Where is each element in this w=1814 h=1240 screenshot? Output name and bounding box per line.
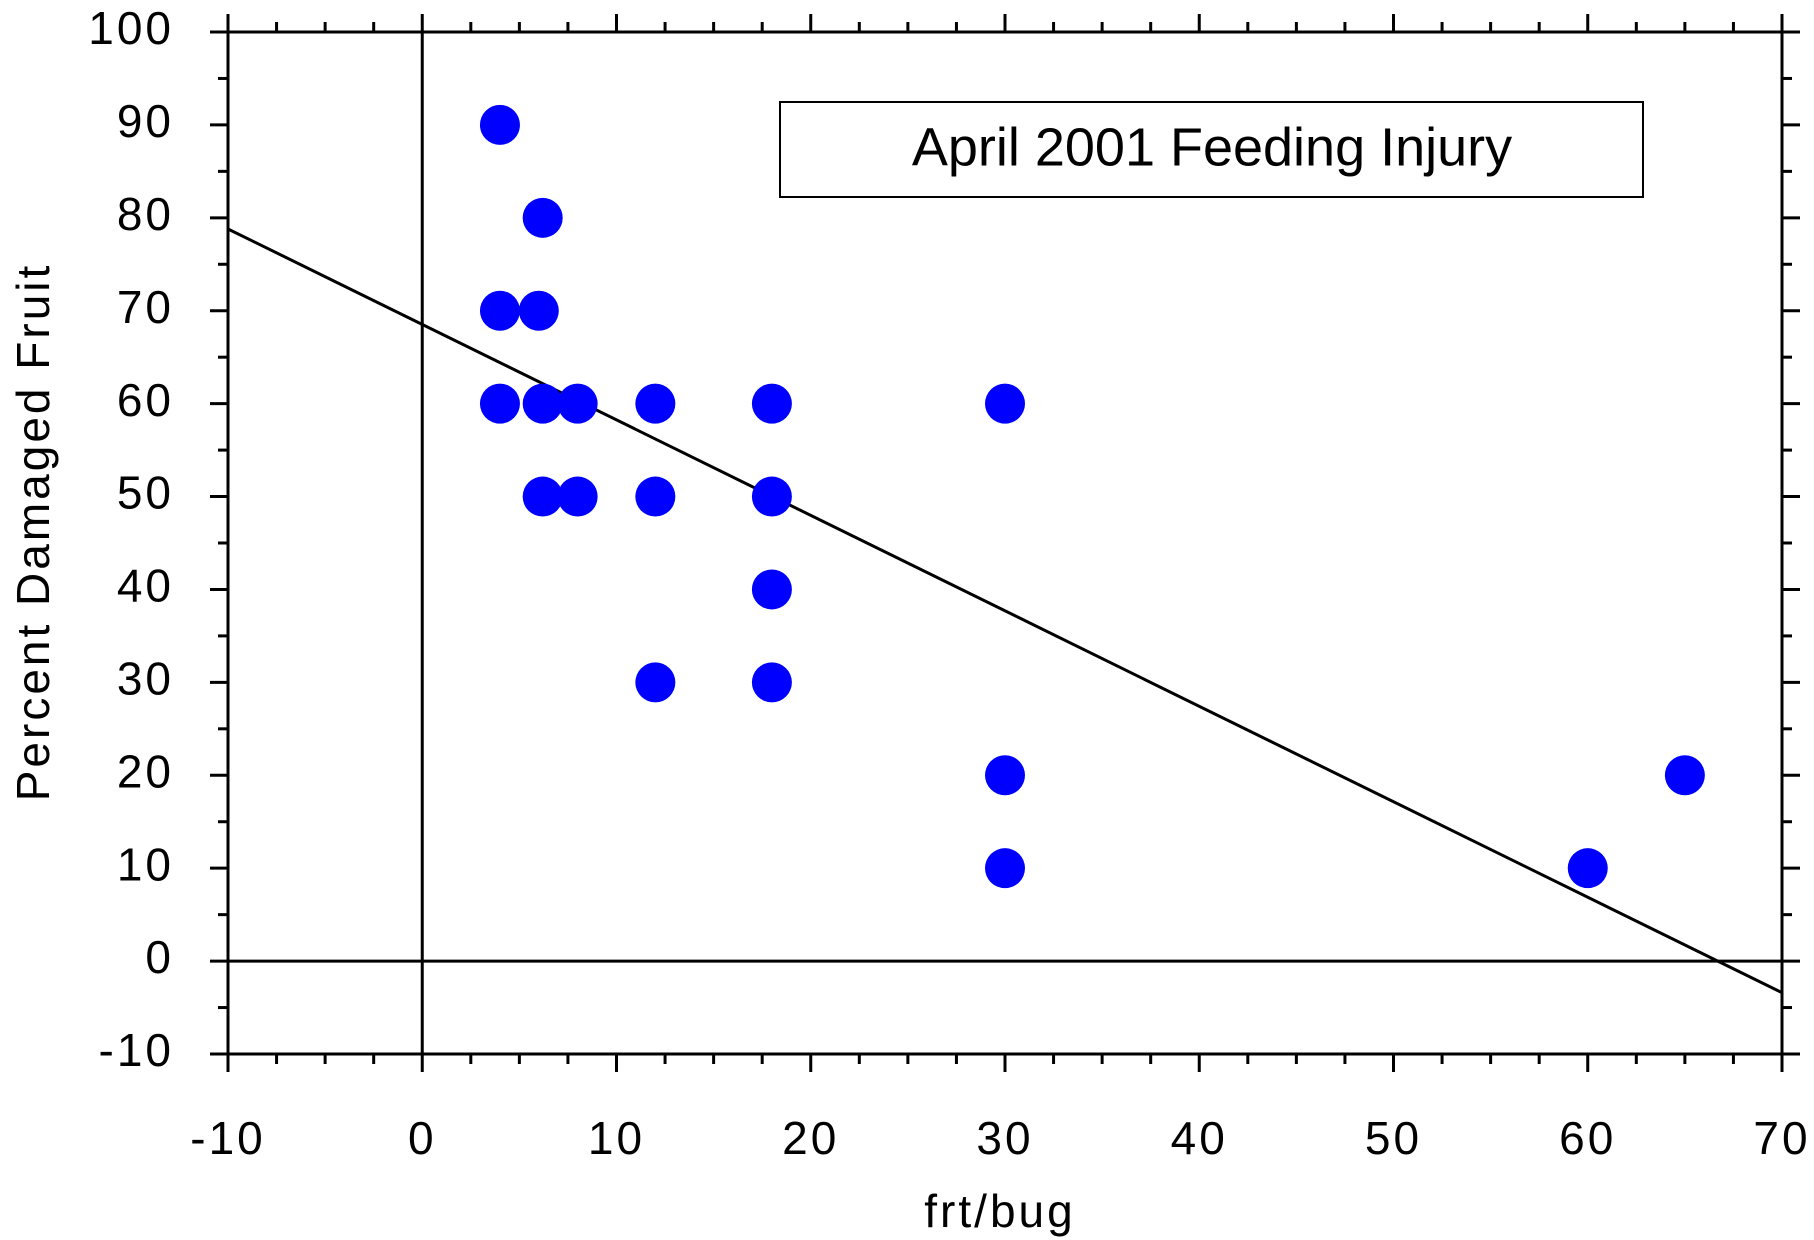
x-tick-label: 50 bbox=[1365, 1112, 1422, 1164]
data-point bbox=[522, 476, 563, 517]
y-tick-label: -10 bbox=[99, 1024, 174, 1076]
data-point bbox=[635, 662, 676, 703]
x-tick-label: 60 bbox=[1559, 1112, 1616, 1164]
data-point bbox=[751, 476, 792, 517]
y-tick-label: 90 bbox=[117, 95, 174, 147]
y-tick-label: 30 bbox=[117, 653, 174, 705]
x-tick-label: 20 bbox=[782, 1112, 839, 1164]
y-tick-label: 60 bbox=[117, 374, 174, 426]
x-tick-label: 30 bbox=[976, 1112, 1033, 1164]
data-point bbox=[985, 383, 1025, 424]
y-tick-label: 80 bbox=[117, 188, 174, 240]
data-point bbox=[479, 104, 520, 145]
y-tick-label: 20 bbox=[117, 745, 174, 797]
data-point bbox=[751, 569, 792, 610]
data-point bbox=[522, 383, 563, 424]
y-tick-label: 100 bbox=[88, 2, 174, 54]
data-point bbox=[479, 383, 520, 424]
annotation-box bbox=[779, 101, 1644, 198]
x-axis-label: frt/bug bbox=[924, 1185, 1075, 1237]
y-tick-label: 0 bbox=[145, 931, 174, 983]
data-point bbox=[751, 383, 792, 424]
data-point bbox=[985, 755, 1025, 796]
y-tick-label: 70 bbox=[117, 281, 174, 333]
data-point bbox=[518, 290, 559, 331]
x-tick-label: 10 bbox=[588, 1112, 645, 1164]
x-tick-label: 70 bbox=[1753, 1112, 1810, 1164]
y-tick-label: 10 bbox=[117, 838, 174, 890]
fit-line bbox=[227, 227, 1783, 995]
data-point bbox=[479, 290, 520, 331]
data-point bbox=[1664, 755, 1705, 796]
x-tick-label: 0 bbox=[408, 1112, 437, 1164]
data-point bbox=[522, 197, 563, 238]
x-tick-label: 40 bbox=[1171, 1112, 1228, 1164]
y-tick-label: 40 bbox=[117, 560, 174, 612]
y-axis-label: Percent Damaged Fruit bbox=[7, 263, 59, 802]
y-tick-label: 50 bbox=[117, 467, 174, 519]
annotation: April 2001 Feeding Injury bbox=[912, 117, 1512, 177]
data-point bbox=[635, 476, 676, 517]
data-point bbox=[557, 476, 598, 517]
data-point bbox=[1567, 848, 1608, 889]
data-point bbox=[557, 383, 598, 424]
data-point bbox=[751, 662, 792, 703]
x-tick-label: -10 bbox=[190, 1112, 265, 1164]
data-point bbox=[635, 383, 676, 424]
data-point bbox=[985, 848, 1025, 889]
